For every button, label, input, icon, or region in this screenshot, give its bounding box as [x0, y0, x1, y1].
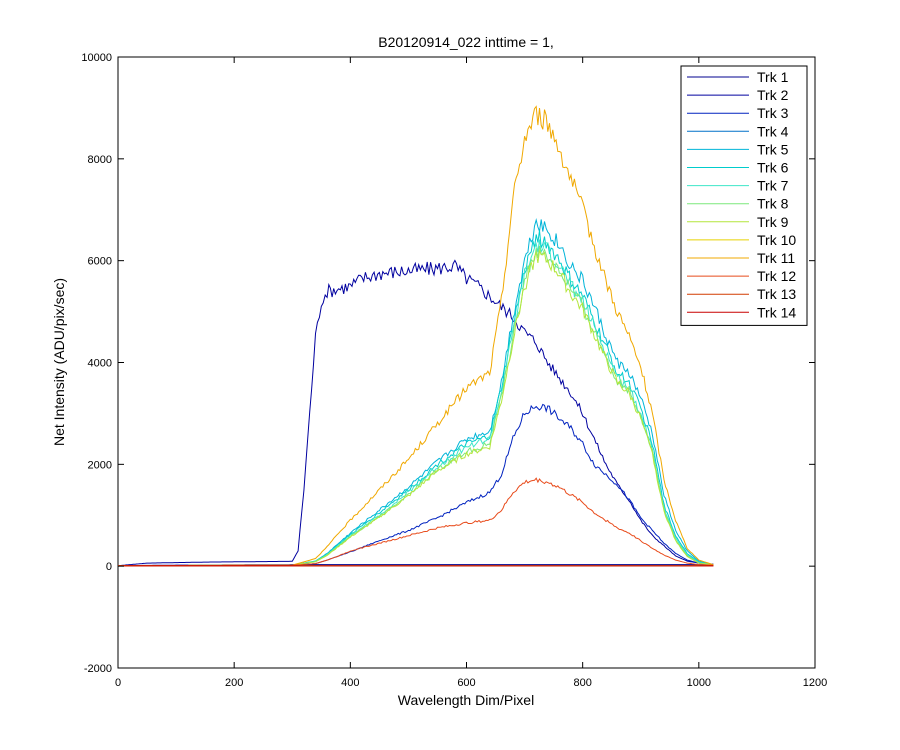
legend-entry: Trk 8: [757, 196, 789, 212]
legend-entry: Trk 6: [757, 160, 789, 176]
series-line: [117, 259, 714, 567]
x-tick-label: 1200: [803, 677, 827, 689]
axes-layer: 0 200 400 600 800 1000 1200-200002000400060008…: [81, 52, 827, 689]
chart-title: B20120914_022 inttime = 1,: [378, 34, 554, 50]
y-tick-label: 10000: [81, 52, 112, 64]
legend-entry: Trk 5: [757, 141, 789, 157]
legend-entry: Trk 3: [757, 105, 789, 121]
series-layer: [117, 105, 714, 567]
legend-entry: Trk 4: [757, 123, 789, 139]
legend-entry: Trk 13: [757, 286, 796, 302]
y-tick-label: 4000: [88, 358, 112, 370]
x-tick-label: 200: [225, 677, 243, 689]
legend-entry: Trk 2: [757, 87, 789, 103]
legend: Trk 1 Trk 2 Trk 3 Trk 4 Trk 5 Trk 6 Trk 7 Trk 8…: [680, 65, 808, 326]
x-tick-label: 800: [573, 677, 591, 689]
x-axis-label: Wavelength Dim/Pixel: [398, 692, 534, 708]
x-tick-label: 1000: [687, 677, 711, 689]
y-tick-label: 6000: [88, 256, 112, 268]
legend-entry: Trk 9: [757, 214, 789, 230]
legend-entry: Trk 7: [757, 178, 789, 194]
legend-entry: Trk 14: [757, 304, 796, 320]
legend-box: [680, 65, 808, 326]
y-tick-label: 2000: [88, 459, 112, 471]
legend-entry: Trk 12: [757, 268, 796, 284]
y-tick-label: -2000: [84, 663, 112, 675]
x-tick-label: 400: [341, 677, 359, 689]
legend-entry: Trk 11: [757, 250, 795, 266]
x-tick-label: 600: [457, 677, 475, 689]
legend-entry: Trk 1: [757, 69, 789, 85]
x-tick-label: 0: [115, 677, 121, 689]
legend-entry: Trk 10: [757, 232, 796, 248]
y-axis-label: Net Intensity (ADU/pix/sec): [51, 278, 67, 446]
y-tick-label: 0: [106, 561, 112, 573]
y-tick-label: 8000: [88, 154, 112, 166]
